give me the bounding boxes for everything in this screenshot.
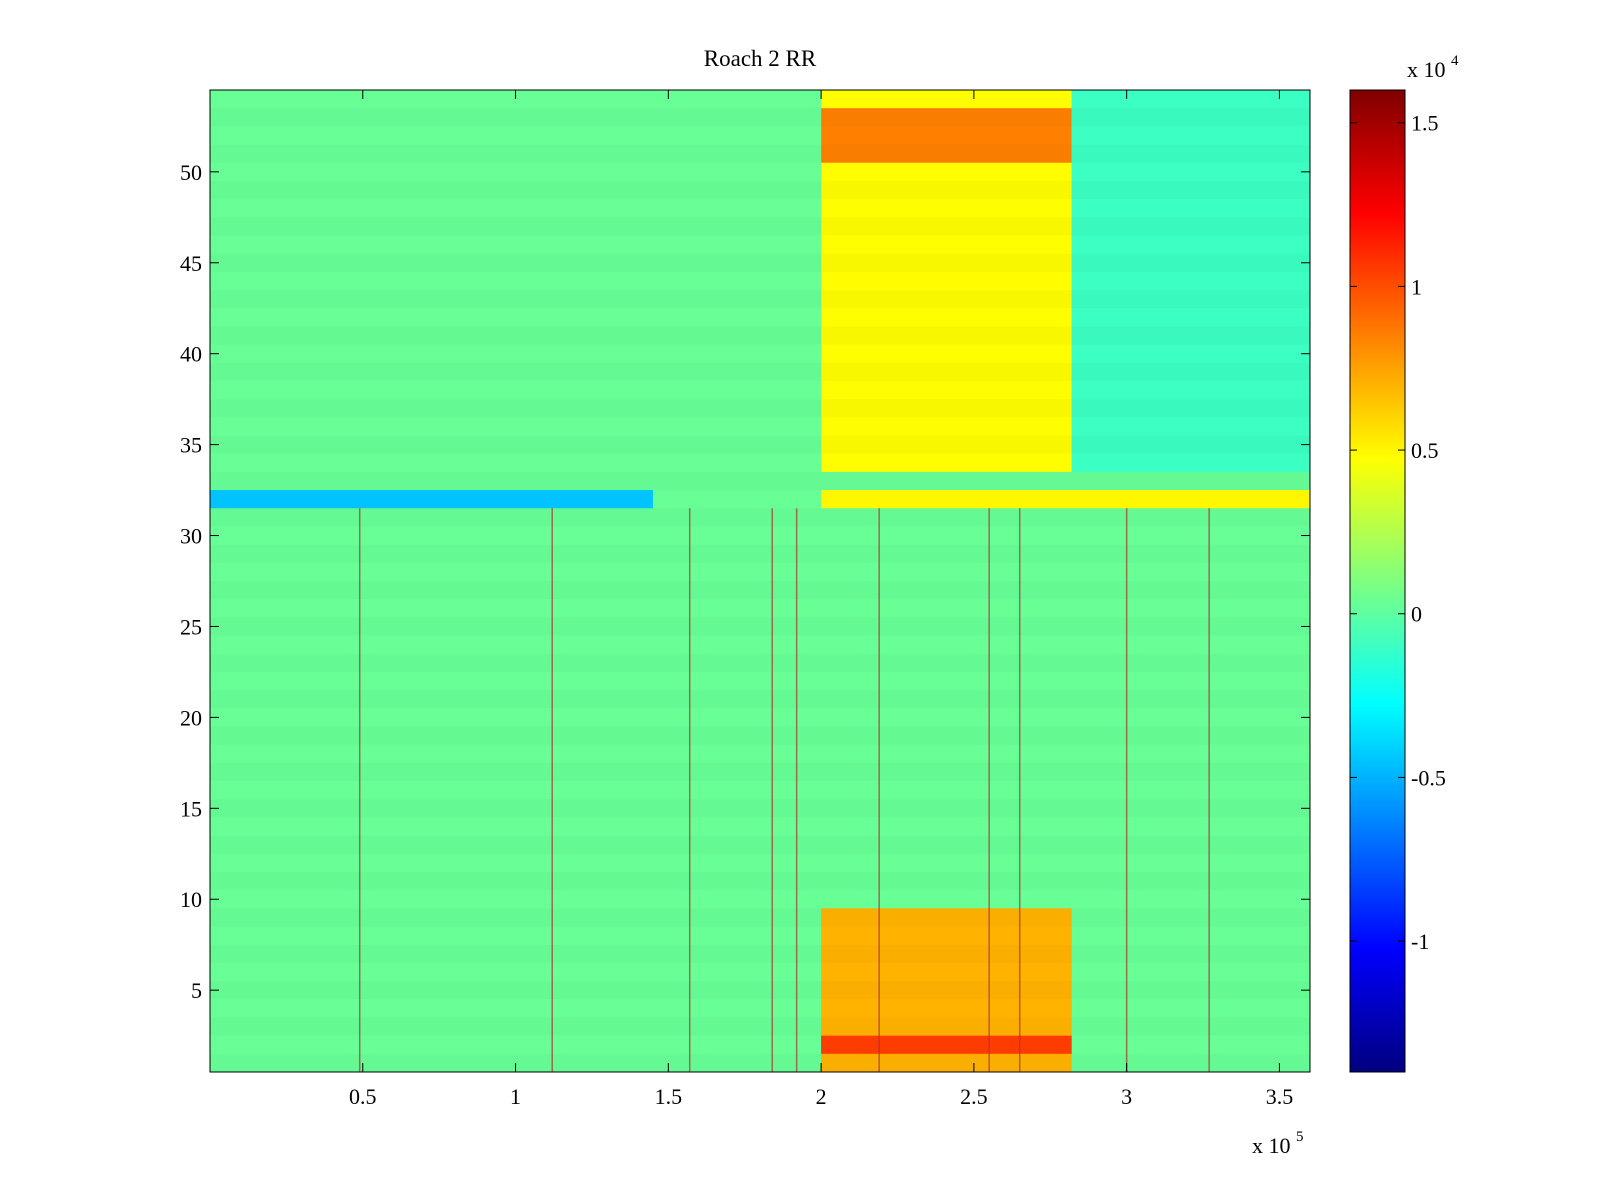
heatmap-row-band [210,363,1310,381]
y-tick-label: 30 [180,524,202,549]
y-tick-label: 25 [180,614,202,639]
heatmap-row-band [210,508,1310,526]
heatmap-area [210,90,1310,1072]
heatmap-row-band [210,326,1310,344]
heatmap-row-band [210,945,1310,963]
heatmap-row-band [210,254,1310,272]
colorbar-tick-label: 1.5 [1411,111,1439,136]
plot-frame [209,89,1311,1073]
colorbar-tick-label: 0.5 [1411,438,1439,463]
heatmap-row-band [210,217,1310,235]
heatmap-row-band [210,763,1310,781]
heatmap-row-band [210,399,1310,417]
heatmap-row-band [210,181,1310,199]
y-tick-label: 20 [180,705,202,730]
colorbar-tick-label: -1 [1411,929,1429,954]
heatmap-row-band [210,726,1310,744]
x-tick-label: 3 [1121,1084,1132,1109]
heatmap-row-band [210,545,1310,563]
y-tick-label: 45 [180,251,202,276]
x-tick-label: 2 [816,1084,827,1109]
heatmap-row-band [210,799,1310,817]
colorbar-multiplier-exponent: 4 [1451,53,1459,69]
y-tick-label: 10 [180,887,202,912]
colorbar-multiplier: x 10 4 [1407,53,1459,82]
x-tick-label: 2.5 [960,1084,988,1109]
x-axis-multiplier-base: x 10 [1252,1133,1291,1158]
y-tick-label: 40 [180,342,202,367]
x-axis-multiplier-exponent: 5 [1296,1129,1304,1145]
heatmap-row-band [210,581,1310,599]
heatmap-row-band [210,654,1310,672]
heatmap-region-5 [210,490,654,509]
x-axis: 0.5 1 1.5 2 2.5 3 3.5 [349,90,1293,1109]
heatmap-region-7 [1071,90,1310,472]
y-tick-label: 15 [180,796,202,821]
heatmap-row-band [210,836,1310,854]
heatmap-row-band [210,436,1310,454]
heatmap-row-band [210,981,1310,999]
heatmap-row-band [210,290,1310,308]
y-tick-label: 50 [180,160,202,185]
heatmap-row-band [210,108,1310,126]
heatmap-row-band [210,617,1310,635]
y-tick-label: 35 [180,433,202,458]
y-tick-label: 5 [191,978,202,1003]
colorbar-tick-label: -0.5 [1411,765,1446,790]
heatmap-region-2 [821,108,1072,163]
colorbar-axis: -1 -0.5 0 0.5 1 1.5 [1350,111,1446,954]
x-tick-label: 1.5 [655,1084,683,1109]
heatmap-row-band [210,908,1310,926]
heatmap-row-band [210,472,1310,490]
heatmap-region-6 [821,490,1310,509]
heatmap-row-band [210,872,1310,890]
colorbar-tick-label: 0 [1411,602,1422,627]
x-tick-label: 1 [510,1084,521,1109]
heatmap-row-band [210,690,1310,708]
x-tick-label: 3.5 [1266,1084,1294,1109]
y-axis: 5 10 15 20 25 30 35 40 45 50 [180,160,1310,1003]
chart-title: Roach 2 RR [704,46,817,71]
heatmap-row-band [210,1054,1310,1072]
colorbar [1349,89,1406,1073]
heatmap-row-band [210,145,1310,163]
colorbar-tick-label: 1 [1411,274,1422,299]
x-tick-label: 0.5 [349,1084,377,1109]
colorbar-multiplier-base: x 10 [1407,57,1446,82]
heatmap-region-4 [821,1035,1072,1054]
heatmap-row-band [210,1017,1310,1035]
x-axis-multiplier: x 10 5 [1252,1129,1304,1158]
